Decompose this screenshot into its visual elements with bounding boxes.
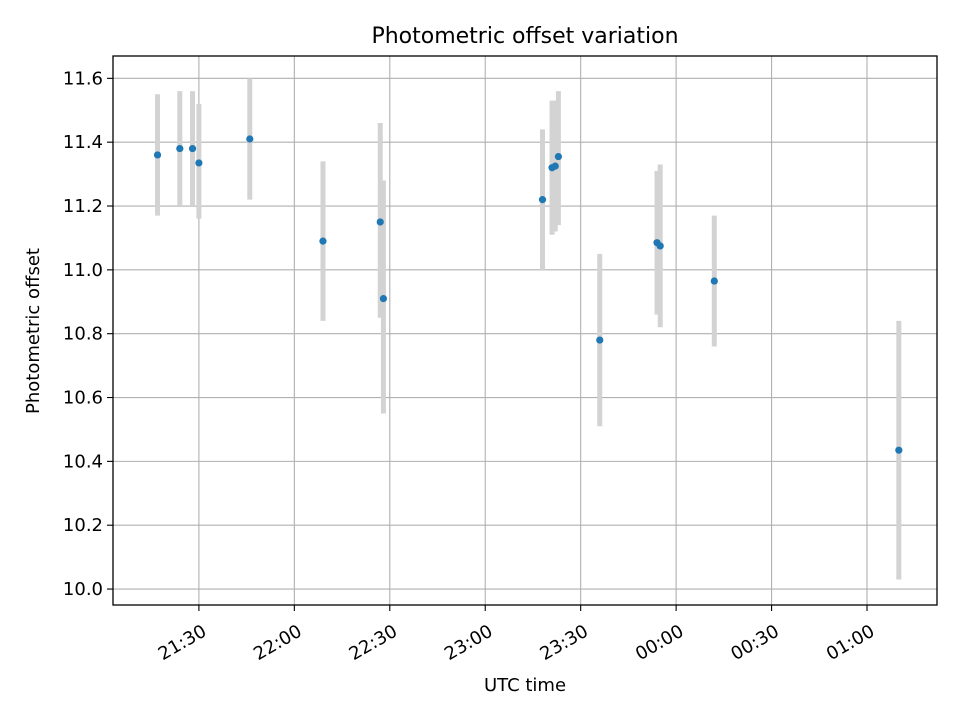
grid bbox=[113, 56, 937, 605]
data-point bbox=[379, 294, 388, 303]
data-point bbox=[656, 242, 664, 250]
y-tick-label: 11.2 bbox=[63, 196, 103, 217]
y-tick-label: 10.8 bbox=[63, 324, 103, 345]
data-point bbox=[551, 162, 559, 170]
data-point bbox=[195, 159, 203, 167]
y-tick-label: 11.4 bbox=[63, 132, 103, 153]
y-tick-label: 10.0 bbox=[63, 579, 103, 600]
y-tick-label: 11.0 bbox=[63, 260, 103, 281]
data-point bbox=[319, 237, 327, 245]
data-point bbox=[376, 218, 384, 226]
y-tick-label: 10.6 bbox=[63, 388, 103, 409]
data-point bbox=[895, 446, 903, 454]
data-point bbox=[554, 152, 563, 161]
data-points bbox=[153, 135, 903, 454]
y-tick-label: 11.6 bbox=[63, 68, 103, 89]
y-axis-label: Photometric offset bbox=[23, 248, 44, 414]
data-point bbox=[710, 277, 718, 285]
chart-title: Photometric offset variation bbox=[371, 24, 678, 49]
data-point bbox=[153, 151, 162, 159]
plot-frame bbox=[112, 55, 938, 606]
data-point bbox=[538, 196, 547, 204]
x-axis-label: UTC time bbox=[484, 675, 566, 696]
y-tick-label: 10.2 bbox=[63, 515, 103, 536]
data-point bbox=[188, 144, 197, 153]
y-axis-ticks: 10.0 10.2 10.4 10.6 10.8 11.0 11.2 11.4 11.6 bbox=[63, 68, 113, 600]
y-tick-label: 10.4 bbox=[63, 451, 103, 472]
data-point bbox=[176, 144, 184, 153]
data-point bbox=[246, 135, 254, 143]
data-point bbox=[596, 336, 604, 344]
